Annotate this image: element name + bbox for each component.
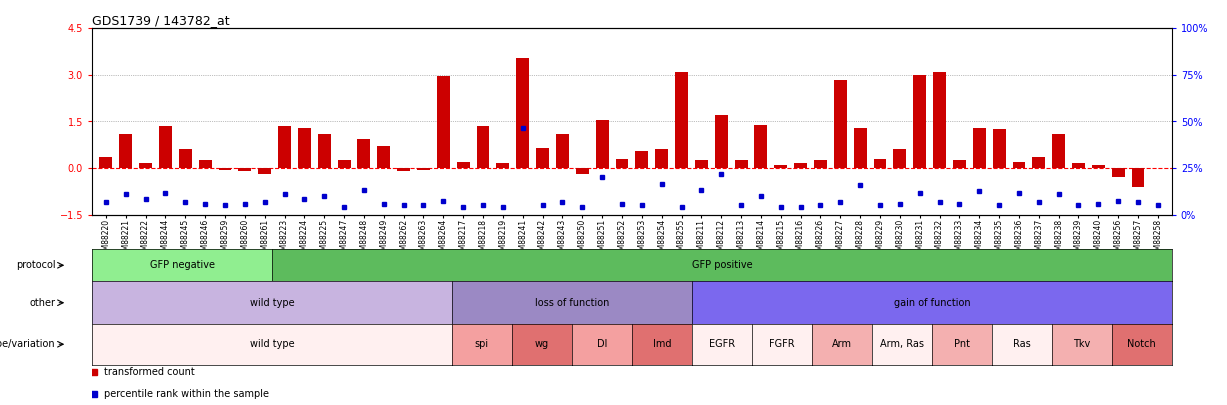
Text: Ras: Ras <box>1014 339 1031 349</box>
Bar <box>337 160 351 168</box>
Bar <box>1032 157 1045 168</box>
Bar <box>456 162 470 168</box>
Text: protocol: protocol <box>16 260 55 270</box>
Bar <box>874 159 886 168</box>
Bar <box>99 157 113 168</box>
Bar <box>694 160 708 168</box>
Text: genotype/variation: genotype/variation <box>0 339 55 349</box>
Bar <box>139 163 152 168</box>
Bar <box>398 168 410 171</box>
Text: wg: wg <box>535 339 548 349</box>
Bar <box>378 146 390 168</box>
Bar <box>595 120 609 168</box>
Text: transformed count: transformed count <box>104 367 195 377</box>
Bar <box>774 165 788 168</box>
Bar <box>893 149 907 168</box>
Text: FGFR: FGFR <box>769 339 795 349</box>
Text: Pnt: Pnt <box>953 339 969 349</box>
Text: GFP positive: GFP positive <box>692 260 752 270</box>
Bar <box>675 72 688 168</box>
Text: GDS1739 / 143782_at: GDS1739 / 143782_at <box>92 14 229 27</box>
Bar <box>636 151 648 168</box>
Text: Tkv: Tkv <box>1074 339 1091 349</box>
Text: Notch: Notch <box>1128 339 1156 349</box>
Bar <box>616 159 628 168</box>
Bar <box>794 163 807 168</box>
Bar <box>357 139 371 168</box>
Text: other: other <box>29 298 55 308</box>
Text: wild type: wild type <box>249 339 294 349</box>
Bar <box>715 115 728 168</box>
Bar <box>735 160 747 168</box>
Text: loss of function: loss of function <box>535 298 609 308</box>
Bar <box>1072 163 1085 168</box>
Bar <box>854 128 866 168</box>
Bar <box>218 168 232 170</box>
Bar <box>755 125 767 168</box>
Bar <box>575 168 589 174</box>
Bar <box>238 168 252 171</box>
Bar <box>933 72 946 168</box>
Bar <box>1131 168 1145 187</box>
Bar <box>318 134 331 168</box>
Text: GFP negative: GFP negative <box>150 260 215 270</box>
Text: Imd: Imd <box>653 339 671 349</box>
Bar <box>993 129 1006 168</box>
Text: wild type: wild type <box>249 298 294 308</box>
Bar <box>298 128 310 168</box>
Bar <box>160 126 172 168</box>
Bar <box>536 148 548 168</box>
Bar <box>1112 168 1125 177</box>
Bar <box>973 128 985 168</box>
Bar <box>1012 162 1026 168</box>
Bar <box>1092 165 1104 168</box>
Bar <box>417 168 429 170</box>
Text: EGFR: EGFR <box>709 339 735 349</box>
Bar <box>655 149 669 168</box>
Bar <box>1053 134 1065 168</box>
Bar <box>258 168 271 174</box>
Bar <box>199 160 211 168</box>
Bar <box>179 149 191 168</box>
Text: percentile rank within the sample: percentile rank within the sample <box>104 389 269 399</box>
Bar <box>517 58 529 168</box>
Bar <box>556 134 569 168</box>
Text: Dl: Dl <box>596 339 607 349</box>
Bar <box>953 160 966 168</box>
Bar <box>119 134 133 168</box>
Bar <box>437 77 450 168</box>
Bar <box>497 163 509 168</box>
Bar <box>834 79 847 168</box>
Text: spi: spi <box>475 339 490 349</box>
Text: Arm: Arm <box>832 339 852 349</box>
Text: gain of function: gain of function <box>893 298 971 308</box>
Text: Arm, Ras: Arm, Ras <box>880 339 924 349</box>
Bar <box>279 126 291 168</box>
Bar <box>476 126 490 168</box>
Bar <box>913 75 926 168</box>
Bar <box>814 160 827 168</box>
